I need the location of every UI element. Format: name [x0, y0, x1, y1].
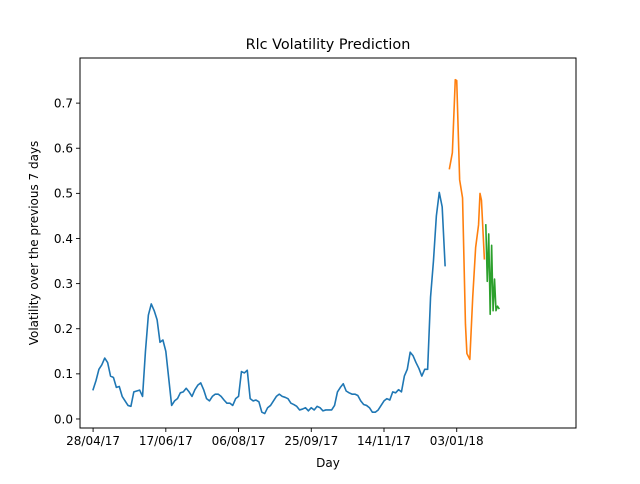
- x-tick-label: 14/11/17: [357, 434, 411, 448]
- series-line-3: [484, 224, 501, 316]
- plot-frame: [79, 57, 577, 429]
- y-tick-label: 0.7: [54, 96, 73, 110]
- y-tick-label: 0.2: [54, 322, 73, 336]
- series-line-2: [448, 78, 486, 361]
- x-tick-label: 03/01/18: [430, 434, 484, 448]
- chart-title: Rlc Volatility Prediction: [246, 37, 411, 53]
- y-tick-label: 0.3: [54, 277, 73, 291]
- series-line-1: [92, 191, 446, 415]
- x-tick-label: 25/09/17: [284, 434, 338, 448]
- x-tick-label: 17/06/17: [139, 434, 193, 448]
- y-tick-label: 0.5: [54, 187, 73, 201]
- x-tick-label: 06/08/17: [212, 434, 266, 448]
- y-axis-label: Volatility over the previous 7 days: [27, 141, 41, 346]
- y-tick-label: 0.6: [54, 142, 73, 156]
- y-axis: 0.0 0.1 0.2 0.3 0.4 0.5 0.6 0.7: [54, 96, 80, 426]
- x-axis: 28/04/17 17/06/17 06/08/17 25/09/17 14/11/17…: [66, 428, 484, 448]
- y-tick-label: 0.4: [54, 232, 73, 246]
- x-axis-label: Day: [316, 456, 340, 470]
- y-tick-label: 0.0: [54, 412, 73, 426]
- x-tick-label: 28/04/17: [66, 434, 120, 448]
- y-tick-label: 0.1: [54, 367, 73, 381]
- plot-lines: [92, 78, 501, 415]
